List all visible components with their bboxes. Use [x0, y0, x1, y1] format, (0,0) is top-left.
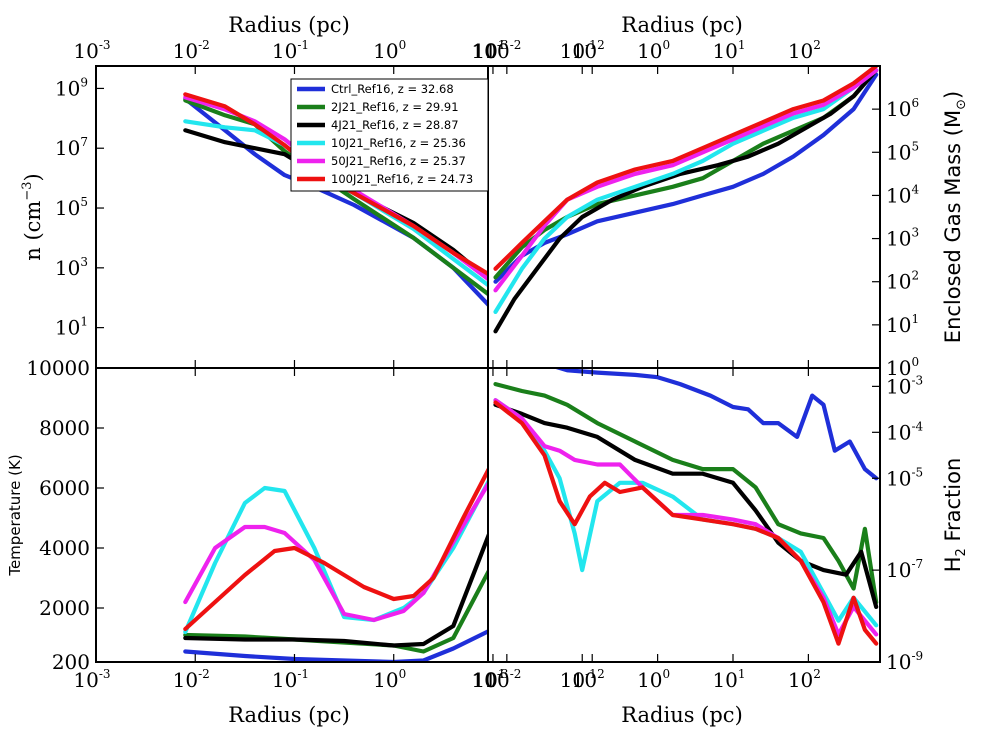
y-axis-title-temperature: Temperature (K): [6, 454, 24, 576]
y-tick-label: 10-4: [886, 419, 924, 444]
series-group: [493, 368, 879, 646]
series-line: [183, 466, 488, 632]
y-tick-label: 103: [886, 226, 919, 251]
series-line: [183, 567, 488, 654]
series-line: [183, 92, 488, 277]
x-tick-label-top: 100: [637, 38, 670, 63]
y-tick-label: 10000: [26, 356, 90, 380]
x-tick-label-bottom: 10-1: [560, 667, 597, 692]
y-tick-label: 102: [886, 269, 919, 294]
series-line: [183, 98, 488, 297]
y-tick-label: 6000: [39, 476, 90, 500]
legend-label: 100J21_Ref16, z = 24.73: [331, 172, 473, 186]
x-tick-label-top: 10-3: [73, 38, 110, 63]
series-line: [493, 72, 879, 284]
y-tick-label: 200: [52, 650, 90, 674]
y-tick-label: 2000: [39, 596, 90, 620]
x-tick-label-bottom: 10-2: [484, 667, 521, 692]
series-line: [493, 66, 879, 271]
series-line: [183, 477, 488, 635]
x-tick-label-top: 102: [788, 38, 821, 63]
series-line: [183, 629, 488, 662]
y-axis-title-mass: Enclosed Gas Mass (M⊙): [941, 91, 969, 343]
series-line: [493, 68, 879, 293]
x-tick-label-bottom: 10-1: [272, 667, 309, 692]
x-tick-label-bottom: 101: [712, 667, 745, 692]
x-axis-title: Radius (pc): [228, 703, 350, 727]
series-group: [493, 66, 879, 334]
panel-bottom-left: [96, 367, 488, 663]
x-axis-title: Radius (pc): [621, 13, 743, 37]
y-tick-label: 105: [886, 139, 919, 164]
y-tick-label: 105: [55, 195, 88, 220]
x-tick-label-top: 100: [373, 38, 406, 63]
x-tick-label-bottom: 100: [373, 667, 406, 692]
series-line: [183, 95, 488, 282]
y-axis-title-h2-fraction: H2 Fraction: [941, 458, 969, 573]
x-tick-label-top: 10-1: [272, 38, 309, 63]
y-tick-label: 107: [55, 135, 88, 160]
legend-label: Ctrl_Ref16, z = 32.68: [331, 82, 454, 96]
y-tick-label: 103: [55, 255, 88, 280]
x-tick-label-bottom: 10-3: [73, 667, 110, 692]
x-tick-label-top: 10-3: [471, 38, 508, 63]
series-line: [183, 531, 488, 648]
x-tick-label-bottom: 102: [572, 667, 605, 692]
series-line: [183, 96, 488, 308]
series-line: [493, 402, 879, 609]
y-tick-label: 10-7: [886, 557, 923, 582]
series-group: [183, 92, 488, 308]
legend-box: [290, 78, 489, 192]
series-line: [493, 68, 879, 314]
y-tick-label: 10-9: [886, 649, 923, 674]
x-tick-label-bottom: 10-3: [471, 667, 508, 692]
series-line: [552, 368, 879, 481]
legend-label: 2J21_Ref16, z = 29.91: [331, 100, 459, 114]
panel-top-right: [493, 66, 880, 369]
y-tick-label: 101: [55, 315, 88, 340]
x-tick-label-bottom: 102: [788, 667, 821, 692]
x-axis-title: Radius (pc): [621, 703, 743, 727]
y-tick-label: 4000: [39, 536, 90, 560]
legend-label: 4J21_Ref16, z = 28.87: [331, 118, 459, 132]
legend: Ctrl_Ref16, z = 32.68 2J21_Ref16, z = 29.…: [290, 78, 489, 192]
y-tick-label: 10-3: [886, 373, 923, 398]
y-tick-label: 101: [886, 312, 919, 337]
panel-top-left: [96, 87, 488, 329]
x-tick-label-top: 102: [572, 38, 605, 63]
series-group: [183, 466, 488, 662]
x-tick-label-top: 101: [712, 38, 745, 63]
x-tick-label-bottom: 10-2: [173, 667, 210, 692]
y-tick-label: 100: [886, 355, 919, 380]
x-tick-label-top: 10-2: [173, 38, 210, 63]
y-tick-label: 10-5: [886, 465, 923, 490]
y-tick-label: 109: [55, 75, 88, 100]
legend-label: 50J21_Ref16, z = 25.37: [331, 154, 466, 168]
x-tick-label-top: 10-2: [484, 38, 521, 63]
panel-bottom-right: [493, 368, 880, 663]
x-tick-label-top: 10-1: [560, 38, 597, 63]
series-line: [493, 398, 879, 628]
series-line: [493, 400, 879, 646]
series-line: [183, 480, 488, 623]
y-tick-label: 8000: [39, 416, 90, 440]
series-line: [183, 128, 488, 282]
x-tick-label-top: 101: [472, 38, 505, 63]
x-tick-label-bottom: 100: [637, 667, 670, 692]
y-axis-title-density: n (cm−3): [20, 173, 45, 260]
series-line: [493, 68, 879, 334]
y-tick-label: 106: [886, 96, 919, 121]
series-line: [493, 382, 879, 605]
legend-label: 10J21_Ref16, z = 25.36: [331, 136, 466, 150]
x-tick-label-bottom: 101: [472, 667, 505, 692]
y-tick-label: 104: [886, 182, 919, 207]
x-axis-title: Radius (pc): [228, 13, 350, 37]
